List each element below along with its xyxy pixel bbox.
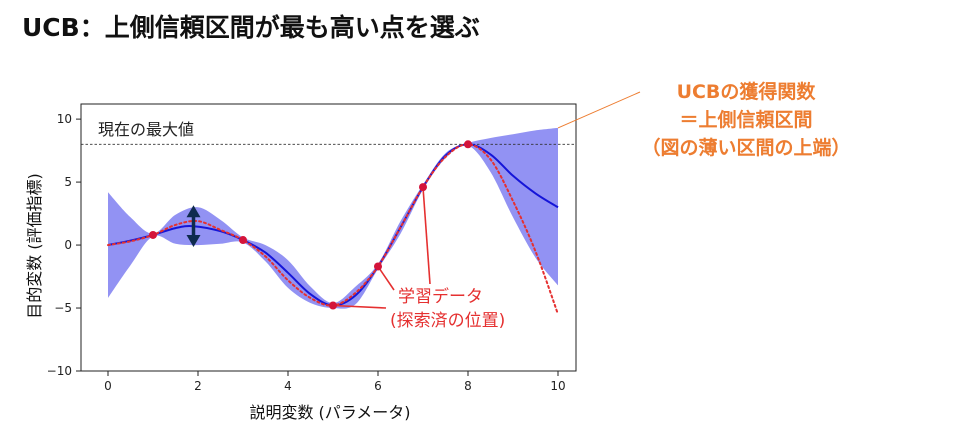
plot-content [81, 127, 576, 316]
data-annotation-leader [332, 304, 387, 309]
callout-line-2: ＝上側信頼区間 [679, 109, 813, 131]
x-tick-label: 2 [194, 379, 202, 393]
observation-point [149, 230, 157, 239]
data-annotation-leader [422, 187, 431, 285]
y-tick-label: 5 [64, 175, 72, 189]
x-tick-label: 8 [464, 379, 472, 393]
x-tick-label: 10 [550, 379, 565, 393]
plot-frame [80, 103, 577, 372]
x-tick-label: 0 [104, 379, 112, 393]
confidence-band [108, 127, 558, 309]
callout-line-1: UCBの獲得関数 [676, 81, 816, 103]
x-tick-label: 4 [284, 379, 292, 393]
slide-title: UCB：上側信頼区間が最も高い点を選ぶ [22, 13, 480, 42]
axis-ticks: 0 2 4 6 8 10 −10 −5 0 5 10 [47, 112, 566, 393]
y-tick-label: 0 [64, 238, 72, 252]
best-value-label: 現在の最大値 [98, 120, 194, 139]
data-annotation-line-1: 学習データ [398, 286, 483, 307]
observation-point [329, 301, 337, 310]
callout-leader [557, 91, 641, 129]
ucb-callout: UCBの獲得関数 ＝上側信頼区間 （図の薄い区間の上端） [596, 78, 896, 162]
x-axis-label: 説明変数 (パラメータ) [249, 403, 410, 422]
observation-point [374, 262, 382, 271]
y-tick-label: −10 [47, 364, 72, 378]
observation-point [239, 236, 247, 245]
callout-line-3: （図の薄い区間の上端） [641, 137, 851, 159]
data-annotation-leader [377, 266, 395, 291]
annotations [332, 91, 641, 309]
y-tick-label: −5 [54, 301, 72, 315]
data-annotation-line-2: (探索済の位置) [390, 311, 505, 331]
y-axis-label: 目的変数 (評価指標) [25, 173, 44, 319]
observation-markers [149, 140, 472, 310]
x-tick-label: 6 [374, 379, 382, 393]
uncertainty-arrow [186, 205, 201, 248]
y-tick-label: 10 [57, 112, 72, 126]
observation-point [419, 183, 427, 192]
observation-point [464, 140, 472, 149]
